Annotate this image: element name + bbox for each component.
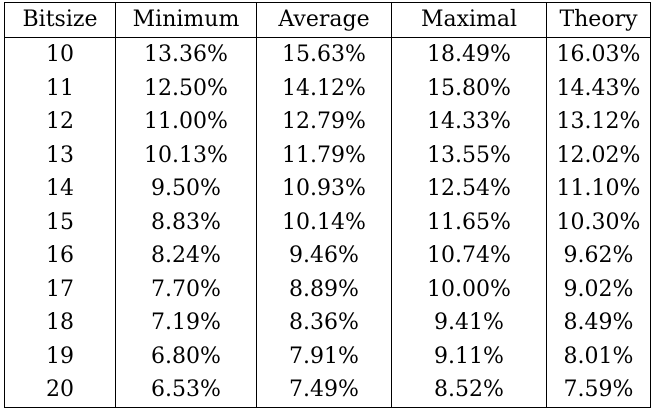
cell-bitsize: 12 <box>4 105 116 139</box>
cell-maximal: 15.80% <box>391 71 547 105</box>
results-table: Bitsize Minimum Average Maximal Theory 10 13.… <box>4 2 651 408</box>
cell-minimum: 11.00% <box>115 105 257 139</box>
cell-theory: 16.03% <box>546 37 651 72</box>
cell-maximal: 8.52% <box>391 373 547 408</box>
table-row: 13 10.13% 11.79% 13.55% 12.02% <box>4 138 651 172</box>
cell-average: 7.91% <box>256 339 392 373</box>
cell-minimum: 9.50% <box>115 172 257 206</box>
cell-theory: 9.62% <box>546 239 651 273</box>
cell-minimum: 7.19% <box>115 306 257 340</box>
cell-bitsize: 17 <box>4 272 116 306</box>
cell-theory: 10.30% <box>546 205 651 239</box>
table-row: 18 7.19% 8.36% 9.41% 8.49% <box>4 306 651 340</box>
table-row: 19 6.80% 7.91% 9.11% 8.01% <box>4 339 651 373</box>
table-row: 15 8.83% 10.14% 11.65% 10.30% <box>4 205 651 239</box>
cell-average: 8.36% <box>256 306 392 340</box>
cell-theory: 11.10% <box>546 172 651 206</box>
cell-bitsize: 10 <box>4 37 116 72</box>
cell-theory: 14.43% <box>546 71 651 105</box>
table-header: Bitsize Minimum Average Maximal Theory <box>4 2 651 38</box>
table-body: 10 13.36% 15.63% 18.49% 16.03% 11 12.50% 14.12%… <box>4 37 651 408</box>
cell-theory: 13.12% <box>546 105 651 139</box>
column-header-maximal: Maximal <box>391 2 547 38</box>
column-header-theory: Theory <box>546 2 651 38</box>
cell-minimum: 6.80% <box>115 339 257 373</box>
cell-minimum: 7.70% <box>115 272 257 306</box>
cell-maximal: 14.33% <box>391 105 547 139</box>
cell-maximal: 11.65% <box>391 205 547 239</box>
cell-maximal: 10.74% <box>391 239 547 273</box>
cell-bitsize: 14 <box>4 172 116 206</box>
table-row: 11 12.50% 14.12% 15.80% 14.43% <box>4 71 651 105</box>
cell-bitsize: 13 <box>4 138 116 172</box>
column-header-average: Average <box>256 2 392 38</box>
cell-bitsize: 11 <box>4 71 116 105</box>
table-row: 12 11.00% 12.79% 14.33% 13.12% <box>4 105 651 139</box>
cell-theory: 7.59% <box>546 373 651 408</box>
table-row: 20 6.53% 7.49% 8.52% 7.59% <box>4 373 651 408</box>
cell-maximal: 9.11% <box>391 339 547 373</box>
cell-maximal: 9.41% <box>391 306 547 340</box>
cell-bitsize: 20 <box>4 373 116 408</box>
cell-theory: 8.49% <box>546 306 651 340</box>
cell-minimum: 13.36% <box>115 37 257 72</box>
cell-average: 11.79% <box>256 138 392 172</box>
table-row: 14 9.50% 10.93% 12.54% 11.10% <box>4 172 651 206</box>
cell-average: 15.63% <box>256 37 392 72</box>
column-header-bitsize: Bitsize <box>4 2 116 38</box>
cell-maximal: 18.49% <box>391 37 547 72</box>
cell-minimum: 12.50% <box>115 71 257 105</box>
cell-average: 10.93% <box>256 172 392 206</box>
table-row: 17 7.70% 8.89% 10.00% 9.02% <box>4 272 651 306</box>
cell-minimum: 6.53% <box>115 373 257 408</box>
cell-minimum: 8.83% <box>115 205 257 239</box>
cell-minimum: 10.13% <box>115 138 257 172</box>
cell-bitsize: 16 <box>4 239 116 273</box>
cell-average: 9.46% <box>256 239 392 273</box>
cell-theory: 8.01% <box>546 339 651 373</box>
cell-average: 12.79% <box>256 105 392 139</box>
cell-average: 14.12% <box>256 71 392 105</box>
results-table-container: Bitsize Minimum Average Maximal Theory 10 13.… <box>4 2 651 408</box>
header-row: Bitsize Minimum Average Maximal Theory <box>4 2 651 38</box>
cell-maximal: 12.54% <box>391 172 547 206</box>
cell-average: 8.89% <box>256 272 392 306</box>
cell-maximal: 10.00% <box>391 272 547 306</box>
cell-bitsize: 19 <box>4 339 116 373</box>
cell-bitsize: 18 <box>4 306 116 340</box>
table-row: 16 8.24% 9.46% 10.74% 9.62% <box>4 239 651 273</box>
table-row: 10 13.36% 15.63% 18.49% 16.03% <box>4 37 651 72</box>
cell-theory: 12.02% <box>546 138 651 172</box>
cell-average: 10.14% <box>256 205 392 239</box>
cell-average: 7.49% <box>256 373 392 408</box>
cell-maximal: 13.55% <box>391 138 547 172</box>
cell-bitsize: 15 <box>4 205 116 239</box>
cell-minimum: 8.24% <box>115 239 257 273</box>
cell-theory: 9.02% <box>546 272 651 306</box>
column-header-minimum: Minimum <box>115 2 257 38</box>
